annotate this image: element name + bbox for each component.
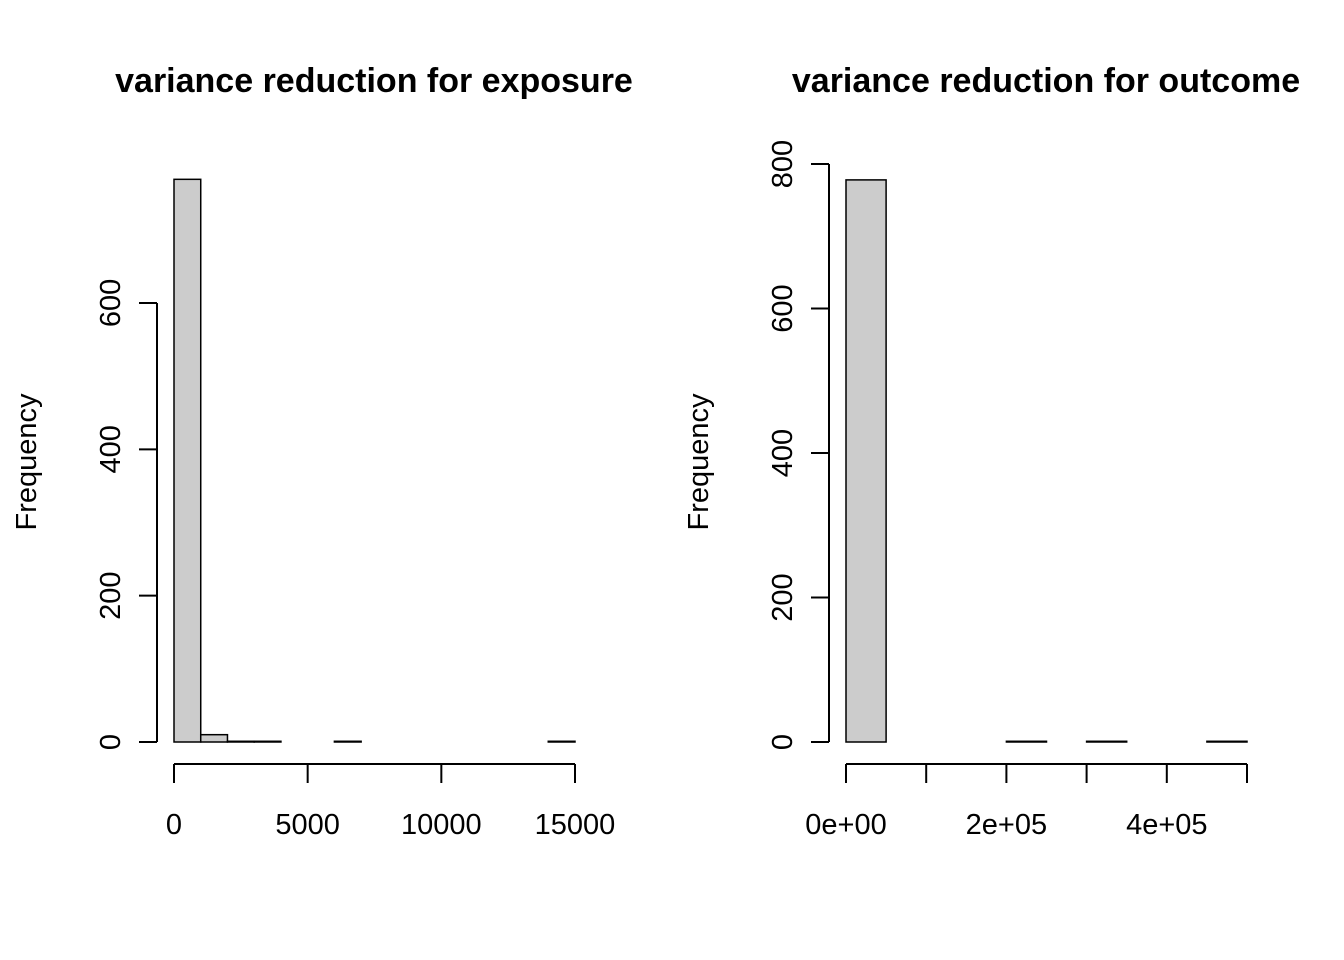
y-tick-label: 400 (95, 425, 127, 473)
y-axis-title: Frequency (11, 393, 43, 531)
x-tick-label: 10000 (401, 809, 482, 841)
y-tick-label: 400 (767, 429, 799, 477)
y-tick-label: 600 (95, 279, 127, 327)
histogram-bar (1085, 740, 1128, 743)
y-tick-label: 600 (767, 284, 799, 332)
y-tick-label: 0 (767, 734, 799, 750)
y-tick-label: 200 (95, 571, 127, 619)
y-axis-title: Frequency (683, 393, 715, 531)
y-tick-label: 0 (95, 734, 127, 750)
histogram-bar (1005, 740, 1048, 743)
x-tick-label: 15000 (535, 809, 616, 841)
histogram-bar (173, 178, 202, 743)
chart-title: variance reduction for outcome (792, 62, 1300, 100)
y-tick-label: 800 (767, 140, 799, 188)
chart-title: variance reduction for exposure (115, 62, 633, 100)
histogram-outcome: variance reduction for outcome Frequency… (683, 62, 1300, 841)
histogram-bar (199, 733, 229, 743)
histogram-bar (1206, 740, 1248, 743)
x-tick-label: 2e+05 (966, 809, 1047, 841)
histogram-exposure: variance reduction for exposure Frequenc… (11, 62, 633, 841)
x-tick-label: 0e+00 (805, 809, 886, 841)
x-tick-label: 4e+05 (1126, 809, 1207, 841)
x-tick-label: 5000 (275, 809, 340, 841)
histogram-bar (845, 179, 887, 743)
histogram-bar (333, 740, 362, 743)
histogram-bar (226, 740, 255, 743)
histogram-bar (253, 740, 282, 743)
y-tick-label: 200 (767, 573, 799, 621)
x-tick-label: 0 (166, 809, 182, 841)
histogram-bar (547, 740, 576, 743)
